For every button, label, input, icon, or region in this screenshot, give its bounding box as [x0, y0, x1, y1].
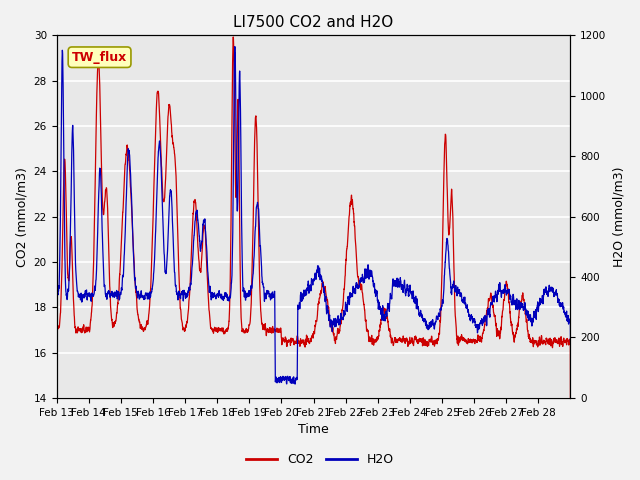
Title: LI7500 CO2 and H2O: LI7500 CO2 and H2O — [234, 15, 394, 30]
X-axis label: Time: Time — [298, 423, 329, 436]
Legend: CO2, H2O: CO2, H2O — [241, 448, 399, 471]
Y-axis label: CO2 (mmol/m3): CO2 (mmol/m3) — [15, 167, 28, 266]
Y-axis label: H2O (mmol/m3): H2O (mmol/m3) — [612, 167, 625, 267]
Text: TW_flux: TW_flux — [72, 51, 127, 64]
